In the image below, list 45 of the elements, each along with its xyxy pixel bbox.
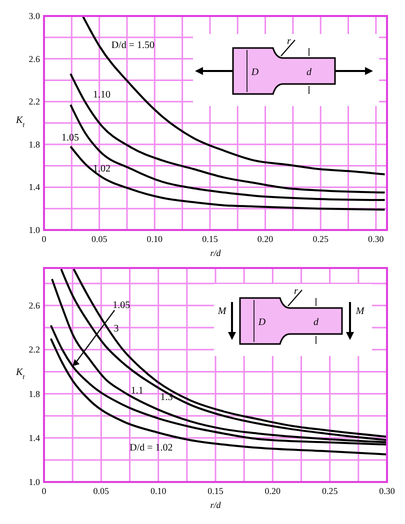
annotation: r xyxy=(294,286,298,297)
x-tick-label: 0.10 xyxy=(146,234,164,244)
x-axis-title: r/d xyxy=(210,248,222,258)
x-tick-label: 0.25 xyxy=(312,234,329,244)
series-label: 3 xyxy=(114,323,119,334)
y-axis-title: K$_{t}$ xyxy=(15,115,26,129)
x-tick-label: 0.15 xyxy=(208,486,224,496)
annotation: D xyxy=(257,317,266,328)
series-label: 1.02 xyxy=(92,164,110,175)
x-tick-label: 0.30 xyxy=(379,486,396,496)
y-tick-label: 2.2 xyxy=(28,96,40,107)
series-label: 1.05 xyxy=(61,132,79,144)
text: 1.05 xyxy=(112,300,130,312)
series-label: D/d = 1.02 xyxy=(130,442,173,454)
x-tick-label: 0.10 xyxy=(150,486,167,496)
series-label: 1.10 xyxy=(92,90,110,101)
annotation: M xyxy=(216,306,227,317)
x-tick-label: 0 xyxy=(42,234,47,244)
annotation: d xyxy=(306,67,312,78)
x-tick-label: 0.05 xyxy=(91,234,108,244)
x-axis-title: r/d xyxy=(210,500,222,510)
y-tick-label: 1.4 xyxy=(28,182,40,192)
y-tick-label: 1.0 xyxy=(28,225,40,235)
y-tick-label: 2.6 xyxy=(28,54,40,64)
y-tick-label: 1.8 xyxy=(28,139,40,150)
x-tick-label: 0.20 xyxy=(264,486,282,496)
series-label: 1.1 xyxy=(130,386,144,397)
y-tick-label: 2.2 xyxy=(28,344,40,355)
x-tick-label: 0.25 xyxy=(322,486,338,496)
x-tick-label: 0.05 xyxy=(93,486,110,496)
y-tick-label: 2.6 xyxy=(28,300,40,311)
x-tick-label: 0.30 xyxy=(368,234,384,244)
series-label: D/d = 1.50 xyxy=(111,40,154,51)
y-tick-label: 3.0 xyxy=(28,11,40,21)
x-tick-label: 0.20 xyxy=(257,234,274,244)
y-axis-title: K$_{t}$ xyxy=(15,367,26,381)
annotation: d xyxy=(314,317,320,328)
annotation: r xyxy=(287,36,292,47)
y-tick-label: 1.0 xyxy=(28,477,40,487)
annotation: D xyxy=(250,67,260,78)
x-tick-label: 0.15 xyxy=(202,234,218,244)
y-tick-label: 1.4 xyxy=(28,432,40,443)
annotation: M xyxy=(354,306,365,317)
x-tick-label: 0 xyxy=(42,486,47,496)
y-tick-label: 1.8 xyxy=(28,388,40,399)
